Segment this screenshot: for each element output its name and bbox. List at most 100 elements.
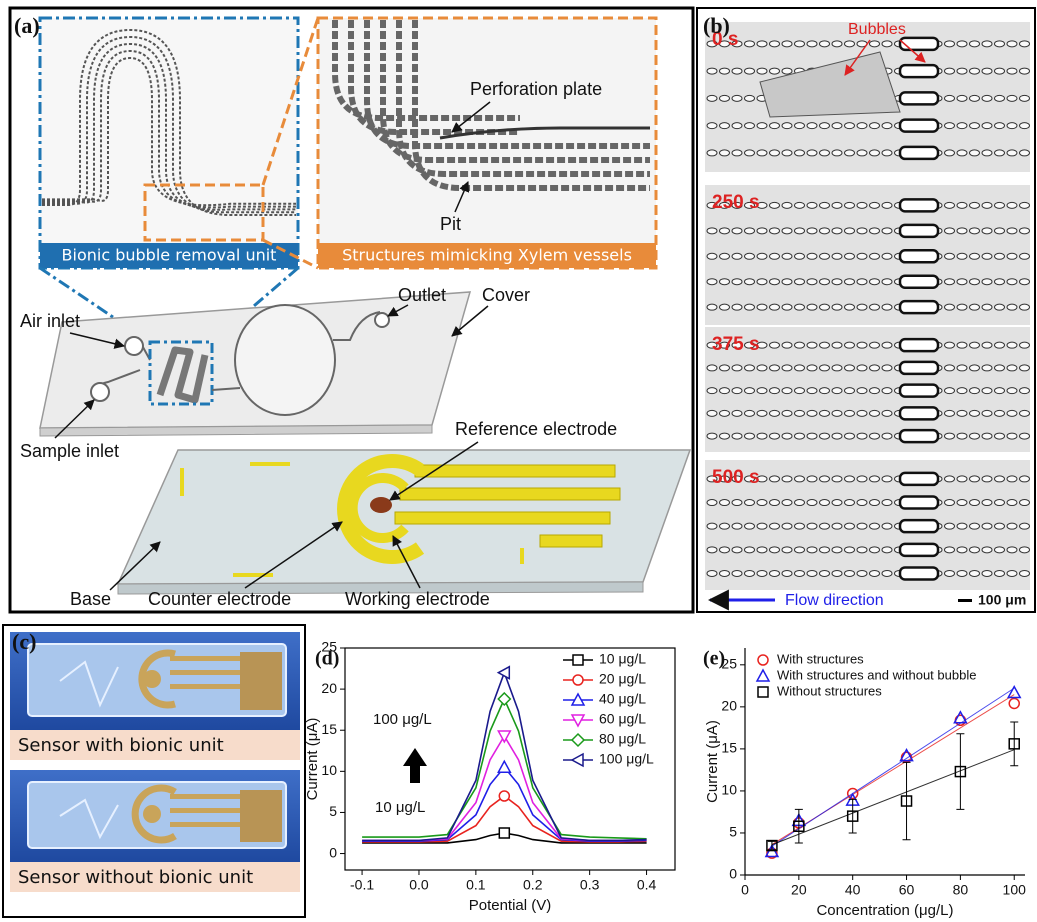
pillar [732,523,742,529]
pillar [745,433,755,439]
pillar [982,388,992,394]
pillar [1020,202,1030,208]
pillar [745,68,755,74]
pillar [882,150,892,156]
pillar [707,433,717,439]
legend-marker [572,734,584,746]
pillar [957,253,967,259]
pillar [1007,253,1017,259]
pillar [970,570,980,576]
pillar [795,41,805,47]
pillar [845,365,855,371]
figure: Bionic bubble removal unit Structures mi… [0,0,1037,922]
pillar [970,433,980,439]
pillar [782,476,792,482]
pillar [807,365,817,371]
x-axis-label: Potential (V) [469,897,552,914]
marker [499,828,509,838]
pillar [882,523,892,529]
pillar [782,433,792,439]
y-tick-label: 10 [321,762,337,778]
pillar [870,228,880,234]
pillar [820,123,830,129]
y-tick-label: 0 [329,844,337,860]
pillar [782,202,792,208]
pillar [745,388,755,394]
pillar [945,253,955,259]
pillar [857,365,867,371]
pillar [995,279,1005,285]
pillar [757,123,767,129]
pillar [845,433,855,439]
pillar [720,68,730,74]
pillar [870,342,880,348]
x-tick-label: 100 [1003,882,1027,898]
pillar [982,523,992,529]
pillar [982,150,992,156]
pillar [782,547,792,553]
y-tick-label: 0 [729,866,737,882]
pillar [757,41,767,47]
pillar [745,41,755,47]
legend-marker [757,670,769,681]
legend-label: 40 μg/L [599,691,646,707]
pillar [995,150,1005,156]
pillar [782,41,792,47]
scale-label: 100 μm [978,592,1026,608]
pillar [807,342,817,348]
vessel-bubble [900,92,938,104]
detection-chamber [235,305,335,415]
pillar [1020,500,1030,506]
pillar [970,253,980,259]
pillar [857,500,867,506]
pillar [1020,95,1030,101]
pillar [870,41,880,47]
pillar [982,500,992,506]
pillar [995,570,1005,576]
annotation: Perforation plate [470,79,602,99]
pillar [945,304,955,310]
pillar [757,68,767,74]
pillar [870,304,880,310]
pillar [1020,570,1030,576]
pillar [782,279,792,285]
y-tick-label: 20 [321,680,337,696]
pillar [970,304,980,310]
pillar [957,476,967,482]
pillar [720,500,730,506]
pillar [1020,365,1030,371]
pillar [945,476,955,482]
pillar [845,202,855,208]
pillar [845,388,855,394]
pillar [945,500,955,506]
pillar [782,68,792,74]
air-inlet-port [125,337,143,355]
pillar [857,388,867,394]
annotation: Pit [440,214,461,234]
pillar [845,342,855,348]
pillar [795,342,805,348]
pillar [882,253,892,259]
pillar [820,253,830,259]
pillar [770,253,780,259]
photo-caption: Sensor with bionic unit [18,735,224,756]
pillar [807,388,817,394]
pillar [857,410,867,416]
pillar [832,410,842,416]
pillar [957,41,967,47]
x-tick-label: 0.0 [409,877,429,893]
pillar [807,279,817,285]
pillar [757,547,767,553]
error-bar [1010,722,1018,766]
pillar [882,228,892,234]
pillar [945,123,955,129]
pillar [820,202,830,208]
pillar [1007,433,1017,439]
pillar [957,202,967,208]
pillar [857,547,867,553]
pillar [982,68,992,74]
pillar [807,304,817,310]
pillar [870,476,880,482]
x-tick-label: 0.2 [523,877,543,893]
pillar [957,68,967,74]
